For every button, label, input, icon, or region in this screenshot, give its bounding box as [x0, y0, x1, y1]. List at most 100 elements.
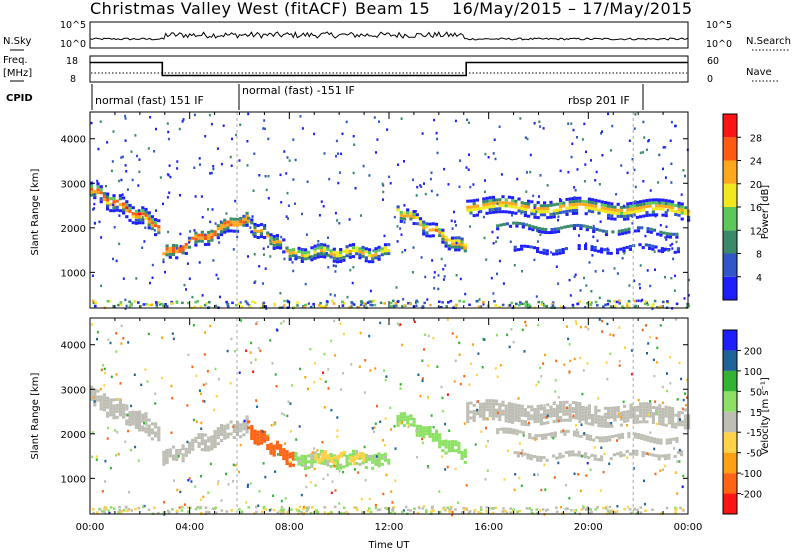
- power-cell: [115, 208, 119, 212]
- velocity-ground-cell: [153, 506, 156, 509]
- velocity-noise-cell: [630, 372, 633, 376]
- velocity-noise-cell: [390, 490, 393, 493]
- y-tick-label: 3000: [61, 179, 86, 190]
- velocity-ground-cell: [254, 505, 258, 509]
- velocity-ground-cell: [449, 507, 453, 510]
- velocity-cell: [122, 403, 126, 407]
- power-cell: [655, 204, 659, 208]
- velocity-cell: [377, 452, 381, 456]
- velocity-noise-cell: [626, 424, 629, 427]
- velocity-ground-cell: [171, 508, 174, 511]
- velocity-noise-cell: [654, 400, 657, 403]
- velocity-cell: [141, 416, 145, 420]
- power-cell: [425, 231, 429, 235]
- velocity-noise-cell: [438, 490, 441, 493]
- power-cell: [542, 248, 546, 252]
- velocity-noise-cell: [134, 445, 137, 449]
- power-noise-cell: [200, 195, 203, 198]
- velocity-cell: [604, 439, 609, 443]
- velocity-ground-cell: [211, 507, 215, 510]
- velocity-cell: [595, 436, 599, 440]
- velocity-cell: [516, 451, 520, 455]
- power-ground-cell: [370, 303, 374, 307]
- velocity-ground-cell: [122, 509, 126, 512]
- freq-trace: [90, 61, 688, 77]
- velocity-cell: [125, 419, 129, 423]
- velocity-cell: [300, 457, 304, 461]
- power-cell: [294, 257, 298, 261]
- power-cell: [514, 202, 518, 206]
- velocity-ground-cell: [187, 506, 190, 509]
- velocity-noise-cell: [270, 508, 273, 511]
- velocity-cell: [498, 418, 502, 422]
- velocity-cell: [482, 411, 486, 415]
- velocity-noise-cell: [646, 452, 649, 456]
- power-cell: [603, 210, 607, 214]
- power-ground-cell: [646, 303, 650, 306]
- velocity-cell: [102, 393, 106, 397]
- velocity-cell: [181, 453, 185, 457]
- power-ground-cell: [235, 303, 238, 307]
- power-noise-cell: [464, 292, 467, 296]
- velocity-noise-cell: [554, 390, 557, 393]
- velocity-cell: [213, 442, 217, 446]
- velocity-cell: [294, 457, 298, 461]
- power-cell: [622, 246, 626, 250]
- velocity-cell: [463, 454, 467, 458]
- velocity-cell: [661, 410, 665, 414]
- velocity-noise-cell: [533, 473, 536, 476]
- velocity-cell: [658, 404, 662, 408]
- power-cell: [562, 204, 566, 208]
- power-noise-cell: [258, 174, 261, 177]
- velocity-cell: [345, 460, 349, 464]
- x-tick-label: 16:00: [474, 522, 503, 533]
- velocity-cell: [539, 416, 543, 420]
- power-noise-cell: [526, 137, 529, 141]
- power-cell: [428, 222, 432, 226]
- velocity-cell: [622, 453, 626, 457]
- velocity-cell: [674, 413, 678, 417]
- power-cell: [247, 219, 251, 223]
- velocity-cell: [239, 426, 243, 430]
- power-cell: [674, 213, 678, 216]
- velocity-noise-cell: [107, 338, 110, 341]
- velocity-cell: [90, 385, 94, 389]
- velocity-cell: [466, 402, 470, 406]
- velocity-cell: [168, 454, 172, 458]
- velocity-cell: [608, 438, 612, 442]
- power-cell: [513, 248, 517, 252]
- power-cell: [577, 244, 581, 248]
- velocity-cell: [507, 420, 511, 424]
- velocity-cell: [584, 409, 588, 413]
- velocity-cell: [109, 398, 113, 402]
- colorbar-swatch: [723, 330, 737, 351]
- power-cell: [242, 214, 246, 218]
- velocity-noise-cell: [609, 333, 612, 336]
- velocity-noise-cell: [239, 319, 242, 322]
- power-ground-cell: [350, 305, 353, 308]
- power-cell: [607, 216, 611, 220]
- power-cell: [645, 199, 649, 202]
- colorbar-swatch: [723, 160, 737, 184]
- velocity-noise-cell: [183, 503, 186, 506]
- velocity-ground-cell: [306, 508, 309, 511]
- velocity-noise-cell: [451, 513, 454, 517]
- velocity-noise-cell: [563, 363, 566, 366]
- power-noise-cell: [631, 222, 634, 225]
- power-cell: [659, 233, 663, 237]
- power-ground-cell: [283, 299, 286, 303]
- velocity-cell: [310, 458, 314, 462]
- power-noise-cell: [151, 276, 154, 279]
- power-noise-cell: [337, 181, 340, 185]
- power-cell: [651, 201, 655, 205]
- velocity-cell: [591, 414, 595, 417]
- power-cell: [351, 249, 356, 253]
- power-cell: [528, 227, 532, 231]
- power-cell: [147, 217, 151, 221]
- power-cell: [239, 216, 243, 220]
- velocity-noise-cell: [209, 462, 212, 466]
- power-cell: [584, 206, 588, 210]
- velocity-noise-cell: [92, 396, 95, 399]
- colorbar-tick-label: 28: [750, 133, 762, 144]
- velocity-cell: [568, 409, 572, 413]
